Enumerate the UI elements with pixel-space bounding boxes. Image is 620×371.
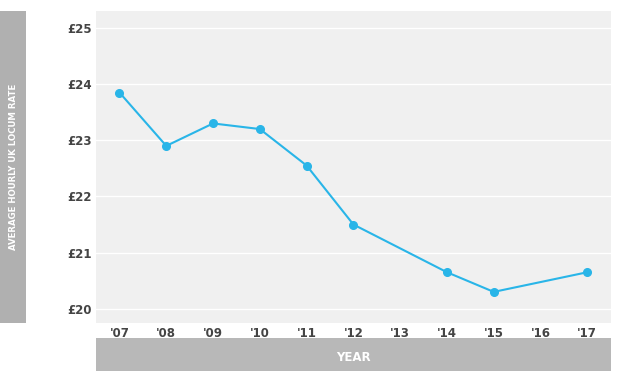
Text: YEAR: YEAR	[336, 351, 371, 364]
Text: AVERAGE HOURLY UK LOCUM RATE: AVERAGE HOURLY UK LOCUM RATE	[9, 84, 17, 250]
